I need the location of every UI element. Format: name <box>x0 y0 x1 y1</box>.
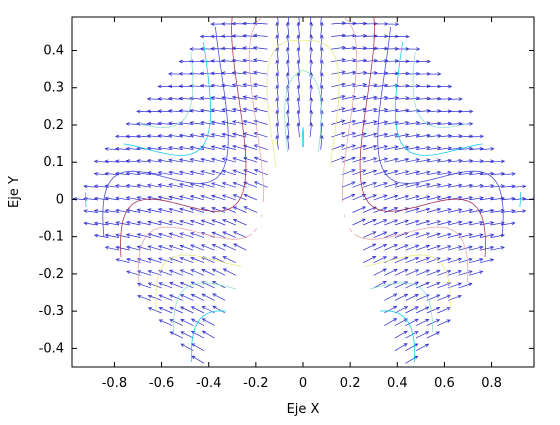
x-tick-label: -0.8 <box>102 376 127 391</box>
x-tick-label: -0.6 <box>149 376 174 391</box>
plot-frame <box>72 17 534 367</box>
x-axis-label: Eje X <box>287 402 320 417</box>
vector-arrow <box>459 111 473 112</box>
x-tick-label: -0.4 <box>196 376 221 391</box>
y-tick-label: 0.4 <box>43 44 64 59</box>
y-tick-label: 0.1 <box>43 155 64 170</box>
vector-arrow-head <box>297 10 300 13</box>
vector-arrow-head <box>310 10 313 13</box>
y-tick-label: -0.3 <box>39 304 64 319</box>
x-tick-label: -0.2 <box>243 376 268 391</box>
y-tick-label: -0.4 <box>39 341 64 356</box>
y-tick-label: -0.1 <box>39 230 64 245</box>
y-tick-label: 0.2 <box>43 118 64 133</box>
x-tick-label: 0.2 <box>340 376 361 391</box>
x-tick-label: 0.6 <box>434 376 455 391</box>
y-tick-label: -0.2 <box>39 267 64 282</box>
x-tick-label: 0.4 <box>387 376 408 391</box>
vector-arrow-head <box>276 10 279 13</box>
y-tick-label: 0.3 <box>43 81 64 96</box>
y-tick-label: 0 <box>56 192 64 207</box>
vector-arrow-head <box>320 10 323 13</box>
vector-arrow-head <box>286 10 289 13</box>
y-axis-label: Eje Y <box>7 176 22 208</box>
x-tick-label: 0.8 <box>481 376 502 391</box>
x-tick-label: 0 <box>299 376 307 391</box>
